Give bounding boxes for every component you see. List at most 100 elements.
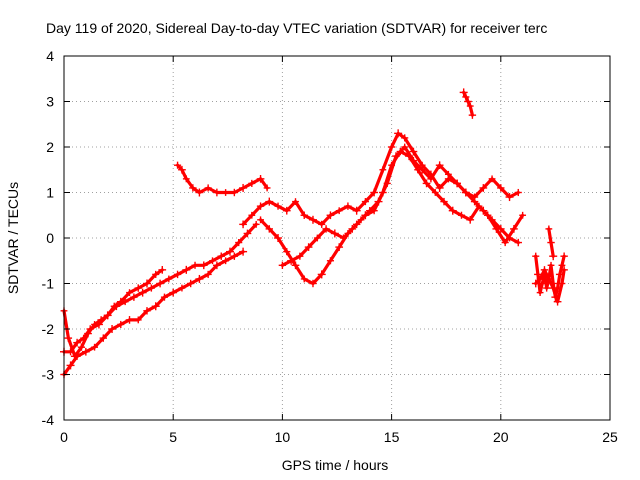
data-point-marker [222, 257, 230, 265]
data-point-marker [239, 247, 248, 256]
data-point-marker [383, 179, 391, 187]
data-point-marker [94, 320, 103, 329]
data-series [278, 143, 522, 269]
data-point-marker [182, 265, 191, 274]
data-point-marker [462, 93, 470, 101]
data-point-marker [540, 266, 549, 274]
data-point-marker [117, 320, 125, 328]
data-point-marker [263, 184, 271, 192]
data-point-marker [283, 248, 291, 256]
data-point-marker [156, 279, 164, 288]
data-series [459, 88, 477, 119]
data-point-marker [401, 134, 409, 142]
data-point-marker [549, 284, 557, 292]
data-point-marker [186, 279, 195, 288]
label-layer: Day 119 of 2020, Sidereal Day-to-day VTE… [5, 20, 547, 473]
y-tick-label: 4 [46, 48, 54, 64]
data-point-marker [379, 166, 387, 174]
data-point-marker [335, 207, 343, 215]
data-point-marker [514, 188, 522, 197]
data-point-marker [510, 225, 518, 233]
data-point-marker [158, 266, 167, 274]
y-tick-label: 3 [46, 94, 54, 110]
data-point-marker [191, 261, 199, 269]
data-point-marker [91, 343, 98, 351]
data-point-marker [287, 256, 296, 265]
data-point-marker [544, 274, 553, 283]
data-point-marker [401, 143, 409, 151]
data-point-marker [514, 238, 522, 247]
y-tick-label: 1 [46, 185, 54, 201]
data-point-marker [300, 275, 308, 283]
data-point-marker [278, 261, 287, 269]
data-point-marker [195, 188, 204, 197]
data-point-marker [151, 302, 160, 311]
y-tick-label: -3 [42, 367, 55, 383]
data-point-marker [147, 284, 155, 292]
data-point-marker [80, 334, 88, 342]
data-point-marker [318, 220, 326, 228]
data-point-marker [274, 234, 283, 242]
data-point-marker [497, 184, 505, 192]
data-point-marker [538, 279, 546, 288]
data-point-marker [134, 316, 142, 324]
data-point-marker [257, 216, 264, 224]
data-point-marker [326, 257, 334, 265]
x-axis-label: GPS time / hours [282, 457, 389, 473]
data-point-marker [374, 197, 383, 206]
data-point-marker [536, 275, 544, 283]
data-series [545, 225, 558, 261]
data-point-marker [560, 266, 568, 274]
data-point-marker [73, 338, 81, 347]
data-point-marker [435, 183, 444, 192]
data-point-marker [256, 175, 265, 183]
data-point-marker [248, 179, 256, 187]
data-point-marker [99, 334, 108, 342]
data-point-marker [466, 215, 475, 224]
data-point-marker [560, 252, 568, 260]
data-point-marker [252, 220, 260, 228]
data-point-marker [130, 293, 138, 301]
data-point-marker [536, 289, 544, 296]
series-trace [62, 222, 258, 354]
tick-layer: 0 5 10 15 20 25 -4 -3 -2 -1 0 1 2 3 4 [42, 48, 618, 445]
series-trace [241, 131, 520, 245]
x-tick-label: 25 [602, 429, 618, 445]
data-point-marker [309, 279, 317, 288]
data-point-marker [66, 361, 75, 370]
x-tick-label: 0 [60, 429, 68, 445]
data-point-marker [519, 211, 527, 219]
data-point-marker [300, 211, 308, 219]
data-point-marker [217, 252, 225, 260]
data-point-marker [152, 270, 160, 278]
y-axis-label: SDTVAR / TECUs [5, 182, 21, 294]
data-series [174, 161, 271, 197]
y-tick-label: 0 [46, 230, 54, 246]
data-point-marker [326, 211, 335, 220]
data-point-marker [77, 343, 86, 351]
data-point-marker [479, 184, 488, 192]
data-point-marker [422, 179, 431, 188]
data-point-marker [418, 165, 427, 174]
data-point-marker [553, 297, 562, 306]
data-point-marker [322, 225, 330, 233]
data-point-marker [204, 184, 212, 192]
data-point-marker [243, 229, 252, 238]
data-point-marker [112, 302, 121, 311]
data-point-marker [505, 193, 514, 202]
data-point-marker [457, 211, 466, 219]
data-point-marker [195, 274, 204, 283]
data-point-marker [134, 284, 142, 292]
data-point-marker [308, 215, 317, 224]
data-point-marker [444, 170, 452, 178]
data-point-marker [67, 348, 75, 356]
data-point-marker [256, 202, 265, 210]
data-point-marker [169, 288, 178, 297]
chart-title: Day 119 of 2020, Sidereal Day-to-day VTE… [46, 20, 547, 36]
data-point-marker [409, 147, 418, 156]
data-series [531, 266, 568, 306]
data-point-marker [357, 216, 365, 224]
data-point-marker [292, 198, 299, 205]
data-point-marker [483, 211, 492, 219]
